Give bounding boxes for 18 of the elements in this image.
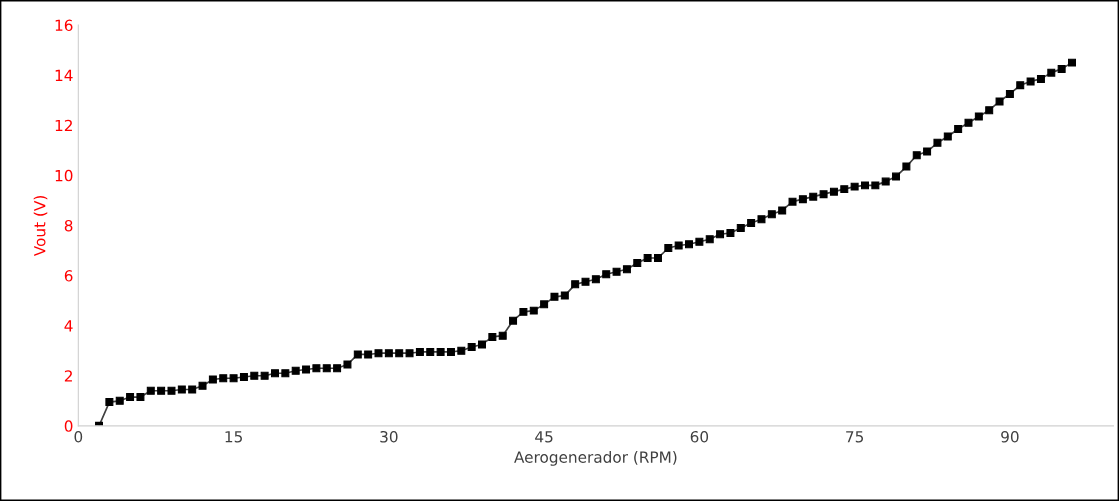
y-tick-label: 2: [64, 370, 72, 382]
x-tick-label: 60: [690, 430, 709, 443]
x-tick-label: 15: [225, 431, 242, 443]
y-tick-label: 14: [55, 69, 73, 81]
x-tick-label: 75: [846, 431, 864, 443]
y-tick-label: 0: [64, 420, 73, 432]
y-tick-label: 4: [64, 320, 73, 332]
y-tick-label: 8: [64, 219, 73, 232]
y-tick-label: 12: [55, 119, 72, 132]
x-tick-label: 0: [74, 430, 83, 443]
x-tick-label: 30: [380, 430, 398, 443]
x-axis-title: Aerogenerador (RPM): [514, 451, 677, 466]
y-tick-label: 16: [55, 19, 73, 32]
x-tick-label: 45: [535, 431, 553, 443]
y-axis-title: Vout (V): [33, 196, 48, 257]
y-tick-label: 6: [64, 270, 73, 282]
x-tick-label: 90: [1001, 430, 1019, 443]
y-tick-label: 10: [55, 169, 73, 182]
